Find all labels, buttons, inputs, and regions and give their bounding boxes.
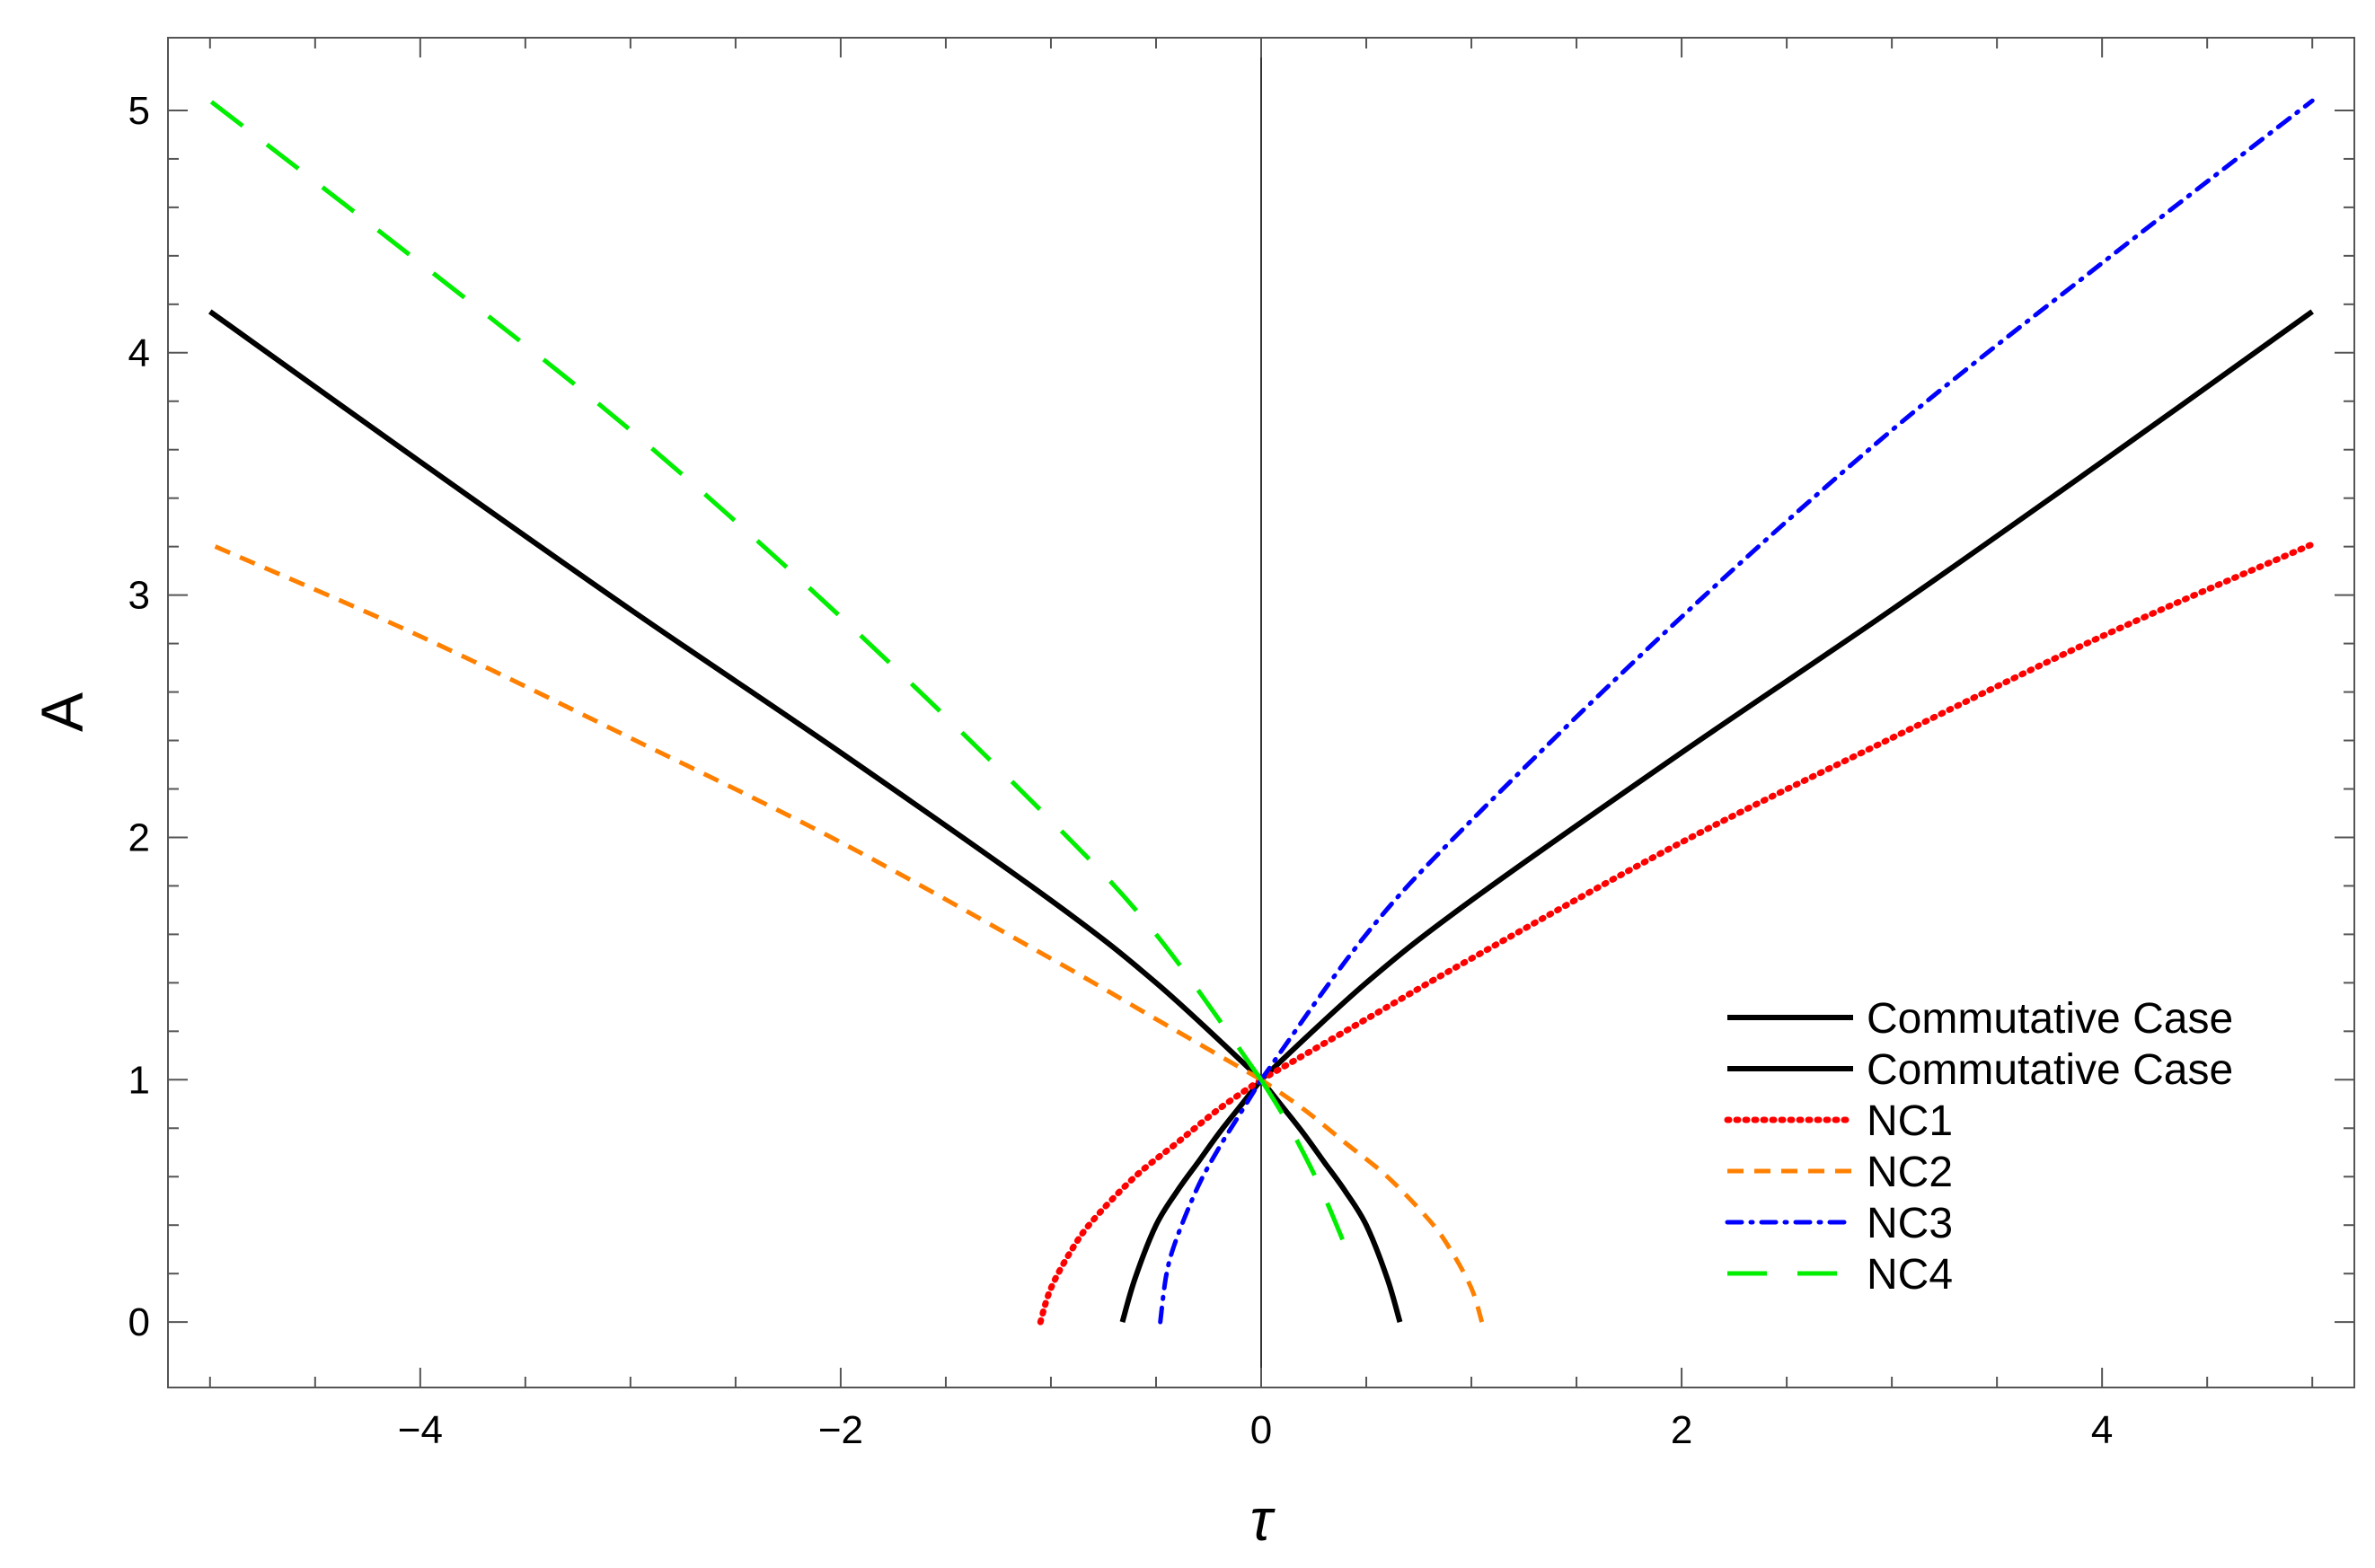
x-tick-label: 4 (2091, 1408, 2113, 1452)
series-line-9 (1158, 1077, 1264, 1325)
legend-label: Commutative Case (1867, 995, 2233, 1043)
x-tick-label: 2 (1671, 1408, 1692, 1452)
y-axis-title: A (29, 692, 95, 732)
y-tick-label: 4 (128, 331, 150, 375)
x-tick-label: −2 (818, 1408, 863, 1452)
y-tick-label: 2 (128, 815, 150, 859)
series-line-5 (1037, 1076, 1265, 1326)
legend-label: Commutative Case (1867, 1046, 2233, 1094)
y-tick-label: 0 (128, 1300, 150, 1344)
series-line-10 (208, 99, 1264, 1081)
y-tick-label: 3 (128, 574, 150, 618)
y-tick-label: 1 (128, 1058, 150, 1102)
x-tick-label: −4 (398, 1408, 443, 1452)
series-line-2 (1119, 1078, 1264, 1323)
series-line-4 (1258, 541, 2316, 1083)
legend-label: NC4 (1867, 1251, 1953, 1299)
legend-label: NC3 (1867, 1200, 1953, 1247)
legend-label: NC2 (1867, 1149, 1953, 1196)
y-tick-label: 5 (128, 89, 150, 133)
series-line-11 (1258, 1078, 1354, 1263)
series-line-1 (208, 309, 1264, 1082)
x-axis-title: τ (1250, 1486, 1276, 1553)
legend-label: NC1 (1867, 1097, 1953, 1145)
series-line-8 (1258, 98, 2315, 1082)
series-line-3 (1258, 1078, 1403, 1323)
ticks (168, 38, 2354, 1387)
series-group (208, 98, 2316, 1326)
series-line-0 (1258, 309, 2314, 1082)
x-tick-label: 0 (1250, 1408, 1272, 1452)
series-line-7 (1259, 1078, 1485, 1323)
series-line-6 (208, 542, 1263, 1082)
tick-labels: −4 −2 0 2 4 0 1 2 3 4 5 (128, 89, 2114, 1452)
